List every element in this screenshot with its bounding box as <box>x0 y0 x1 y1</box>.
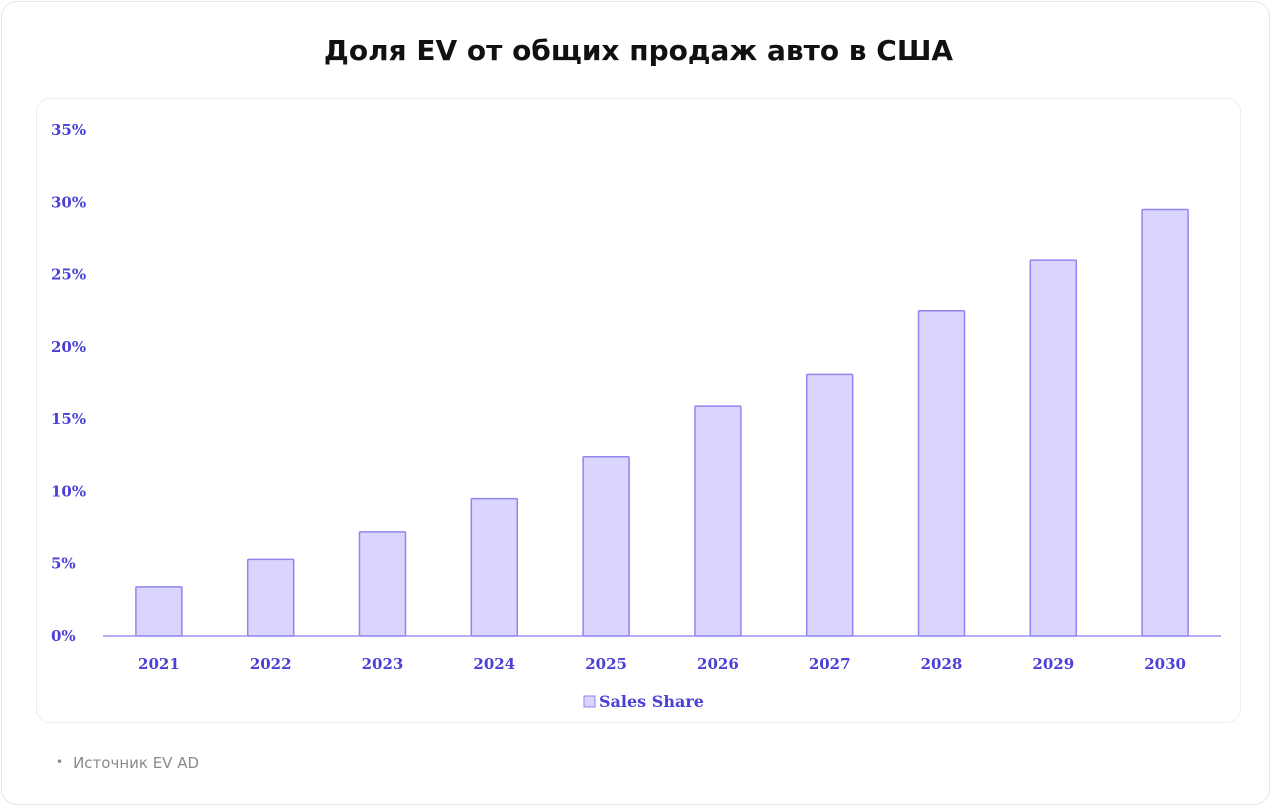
y-tick-label: 0% <box>51 627 76 645</box>
x-tick-label: 2025 <box>585 655 627 673</box>
legend-swatch <box>583 695 596 708</box>
source-note: • Источник EV AD <box>56 754 199 772</box>
x-tick-label: 2030 <box>1144 655 1186 673</box>
legend-label: Sales Share <box>599 692 704 711</box>
x-tick-label: 2021 <box>138 655 180 673</box>
bar <box>805 373 854 637</box>
x-tick-label: 2028 <box>921 655 963 673</box>
y-tick-label: 30% <box>51 193 86 211</box>
y-tick-label: 25% <box>51 266 86 284</box>
bar-chart: 0%5%10%15%20%25%30%35% 2021 2022 2023 2024 2… <box>51 121 1221 711</box>
x-tick-label: 2026 <box>697 655 739 673</box>
bar <box>135 586 183 637</box>
x-tick-label: 2027 <box>809 655 851 673</box>
bar <box>358 531 407 637</box>
bar <box>582 455 630 637</box>
bars <box>135 208 1189 637</box>
y-tick-label: 15% <box>51 410 86 428</box>
x-tick-label: 2023 <box>362 655 404 673</box>
y-tick-label: 5% <box>51 555 76 573</box>
bullet-icon: • <box>56 755 64 769</box>
y-axis: 0% 5% 10% 15% 20% 25% 30% 35% <box>51 121 86 645</box>
bar <box>1029 259 1078 637</box>
y-tick-label: 35% <box>51 121 86 139</box>
chart-area: 0% 5% 10% 15% 20% 25% 30% 35% 2021 2022 2023 2024 2… <box>36 98 1241 723</box>
bar <box>917 309 966 637</box>
x-tick-label: 2024 <box>473 655 515 673</box>
page-title: Доля EV от общих продаж авто в США <box>323 34 954 67</box>
legend: Sales Share <box>583 692 704 711</box>
y-tick-label: 10% <box>51 482 86 500</box>
bar <box>470 497 519 637</box>
bar <box>246 558 295 637</box>
x-tick-label: 2029 <box>1032 655 1074 673</box>
source-text: Источник EV AD <box>73 754 200 772</box>
y-tick-label: 20% <box>51 338 86 356</box>
x-tick-label: 2022 <box>250 655 292 673</box>
bar <box>1141 208 1189 637</box>
x-axis: 2021 2022 2023 2024 2025 2026 2027 2028 2029 2030 <box>138 655 1186 673</box>
bar <box>694 405 742 637</box>
